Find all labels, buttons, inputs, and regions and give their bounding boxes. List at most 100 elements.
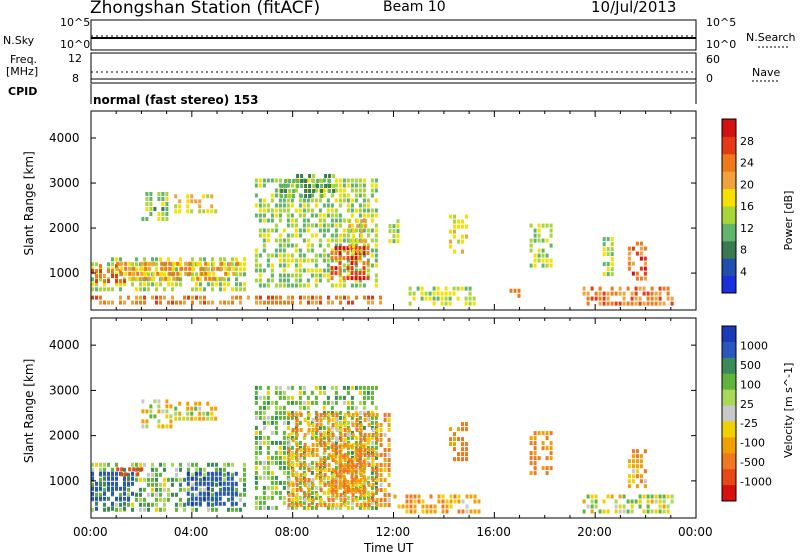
power-cell-2 [119, 269, 122, 274]
velocity-cell-6 [318, 480, 322, 485]
power-cell-1 [235, 267, 238, 272]
velocity-cell-6 [266, 385, 270, 390]
power-cell-3 [216, 276, 220, 281]
velocity-cell-7 [371, 493, 375, 497]
velocity-cell-7 [291, 438, 295, 442]
velocity-cell-9 [405, 494, 409, 499]
velocity-cell-7 [379, 453, 383, 457]
power-cell-2 [111, 274, 114, 279]
power-cell-6 [366, 213, 370, 218]
power-cell-0 [99, 295, 102, 300]
velocity-cell-9 [465, 509, 469, 514]
velocity-cell-6 [294, 440, 298, 445]
power-cell-5 [198, 204, 202, 209]
velocity-cell-6 [330, 495, 334, 500]
power-cell-14 [545, 238, 549, 243]
velocity-cell-0 [179, 462, 182, 467]
velocity-cell-6 [310, 400, 314, 405]
power-cell-6 [290, 283, 294, 288]
velocity-cell-7 [335, 413, 339, 417]
velocity-cell-7 [303, 483, 307, 487]
power-cell-13 [509, 288, 513, 293]
colorbar-tick: 100 [740, 378, 761, 391]
power-cell-6 [286, 213, 290, 218]
power-cell-11 [432, 291, 436, 296]
power-cell-6 [346, 273, 350, 278]
velocity-cell-0 [223, 472, 226, 477]
power-cell-6 [282, 238, 286, 243]
velocity-cell-0 [191, 492, 194, 497]
power-cell-0 [303, 295, 306, 300]
power-cell-6 [370, 178, 374, 183]
power-cell-17 [606, 252, 610, 257]
power-cell-6 [338, 218, 342, 223]
power-cell-16 [631, 246, 635, 251]
velocity-cell-6 [282, 455, 286, 460]
velocity-cell-6 [302, 480, 306, 485]
velocity-cell-6 [330, 400, 334, 405]
power-cell-4 [149, 192, 153, 196]
nsearch-label: N.Search [746, 31, 796, 44]
velocity-cell-6 [270, 420, 274, 425]
velocity-cell-7 [343, 413, 347, 417]
power-cell-1 [179, 272, 182, 277]
velocity-cell-4 [157, 399, 161, 404]
velocity-cell-6 [278, 455, 282, 460]
velocity-cell-0 [243, 482, 246, 487]
power-cell-15 [594, 291, 598, 296]
power-cell-14 [529, 238, 533, 243]
power-cell-6 [290, 223, 294, 228]
velocity-cell-6 [330, 440, 334, 445]
velocity-cell-7 [343, 498, 347, 502]
power-cell-6 [326, 258, 330, 263]
power-cell-9 [348, 244, 352, 249]
power-cell-3 [120, 266, 124, 271]
velocity-cell-5 [186, 416, 190, 421]
velocity-cell-7 [307, 428, 311, 432]
power-cell-3 [120, 261, 124, 266]
velocity-cell-6 [302, 470, 306, 475]
velocity-cell-9 [425, 504, 429, 509]
velocity-cell-0 [215, 507, 218, 512]
velocity-cell-4 [169, 414, 173, 419]
power-cell-6 [274, 178, 278, 183]
velocity-cell-13 [631, 459, 635, 464]
power-cell-6 [278, 218, 282, 223]
velocity-cell-6 [282, 445, 286, 450]
power-cell-9 [356, 239, 360, 244]
power-cell-3 [124, 271, 128, 276]
velocity-cell-0 [131, 502, 134, 507]
power-cell-4 [161, 197, 165, 201]
power-cell-6 [374, 223, 378, 228]
velocity-cell-7 [315, 423, 319, 427]
velocity-cell-6 [322, 465, 326, 470]
power-cell-15 [622, 291, 626, 296]
power-cell-6 [358, 258, 362, 263]
power-cell-1 [219, 257, 222, 262]
velocity-cell-10 [465, 427, 468, 432]
power-cell-14 [545, 258, 549, 263]
velocity-cell-2 [194, 481, 198, 486]
velocity-cell-7 [307, 423, 311, 427]
freq-tick-top: 12 [68, 52, 82, 65]
velocity-cell-9 [473, 509, 477, 514]
velocity-cell-0 [179, 502, 182, 507]
velocity-cell-6 [270, 400, 274, 405]
velocity-cell-7 [319, 498, 323, 502]
velocity-cell-0 [167, 487, 170, 492]
velocity-cell-6 [294, 430, 298, 435]
velocity-cell-12 [594, 494, 598, 499]
power-cell-0 [151, 295, 154, 300]
power-cell-0 [315, 295, 318, 300]
power-cell-6 [270, 268, 274, 273]
power-cell-6 [278, 248, 282, 253]
power-cell-10 [396, 224, 400, 229]
velocity-cell-13 [631, 474, 635, 479]
velocity-cell-8 [338, 484, 342, 489]
power-cell-15 [626, 301, 630, 306]
velocity-cell-5 [206, 401, 210, 406]
velocity-cell-5 [198, 411, 202, 416]
power-cell-6 [270, 273, 274, 278]
velocity-cell-7 [339, 498, 343, 502]
velocity-cell-8 [358, 459, 362, 464]
